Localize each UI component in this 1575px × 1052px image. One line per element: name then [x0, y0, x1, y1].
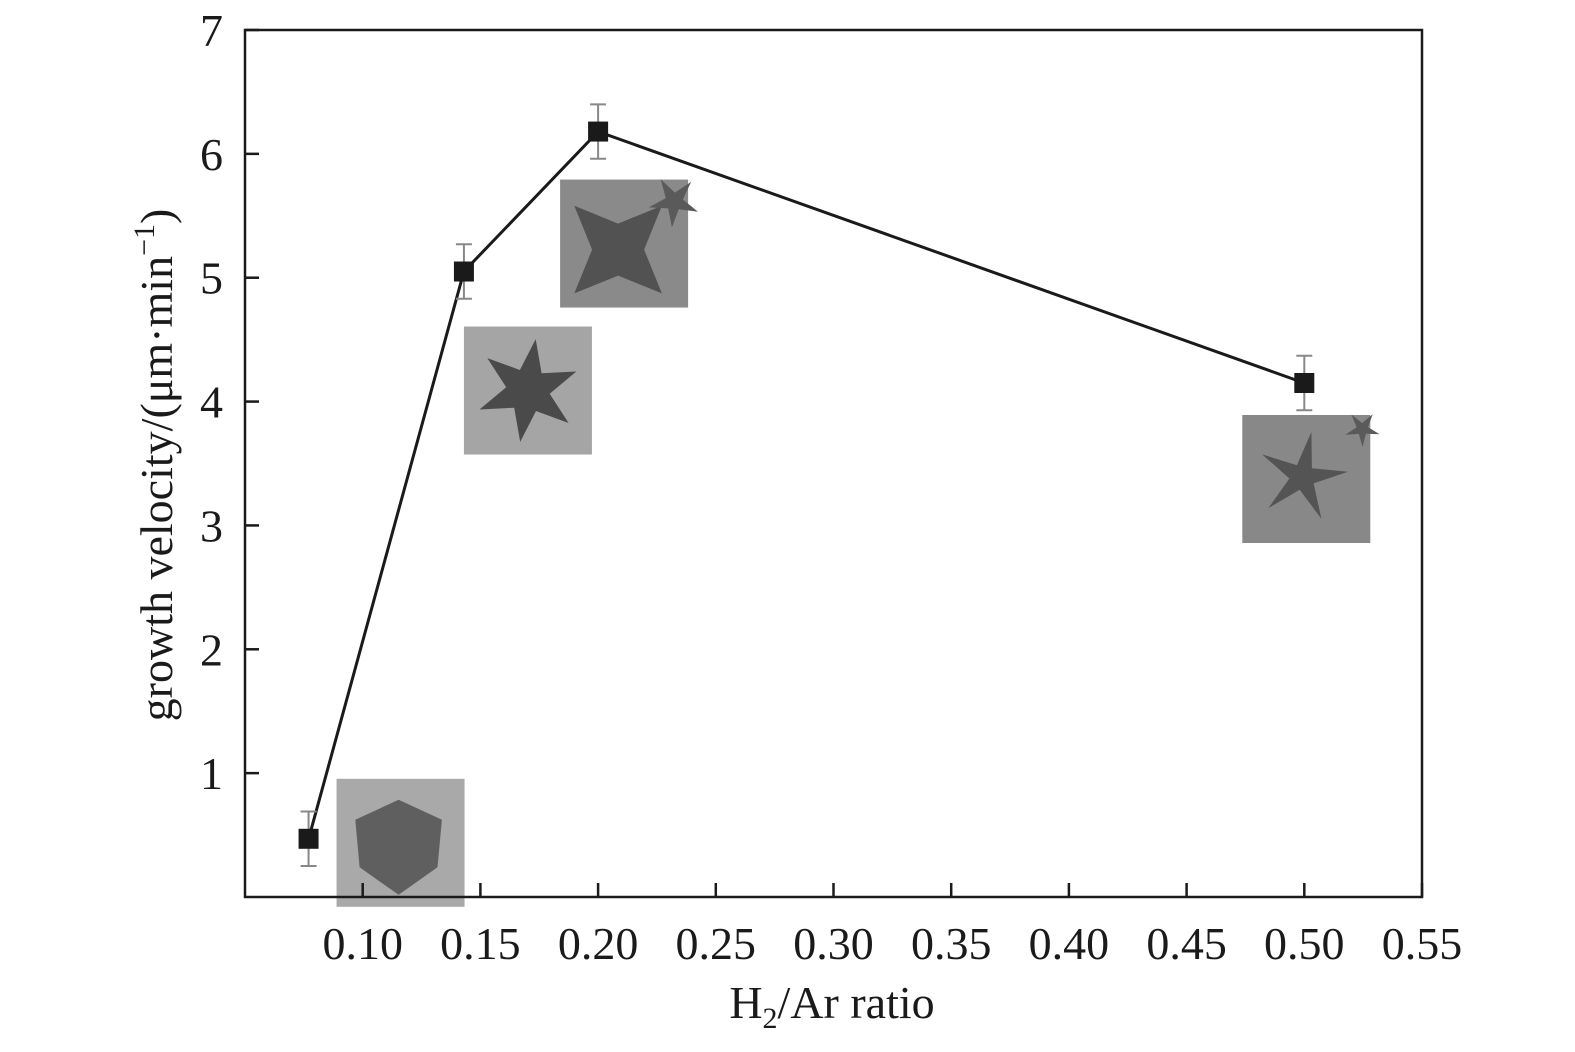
y-tick-label: 5	[200, 253, 223, 304]
neighbor-crystal	[1345, 414, 1380, 447]
x-axis-label: H2/Ar ratio	[729, 977, 934, 1035]
x-tick-label: 0.25	[676, 918, 757, 969]
x-tick-label: 0.45	[1146, 918, 1227, 969]
y-tick-label: 1	[200, 748, 223, 799]
y-tick-label: 2	[200, 624, 223, 675]
inset-micrograph	[336, 778, 465, 907]
x-tick-label: 0.35	[911, 918, 992, 969]
data-point	[588, 121, 609, 142]
y-axis-label-main: growth velocity/(μm·min	[131, 256, 182, 721]
inset-micrograph	[1242, 414, 1380, 543]
y-tick-label: 6	[200, 129, 223, 180]
inset-micrograph	[463, 326, 592, 455]
y-tick-label: 3	[200, 500, 223, 551]
x-tick-label: 0.40	[1029, 918, 1110, 969]
neighbor-crystal	[648, 179, 698, 228]
y-axis-label-close: )	[131, 209, 182, 224]
data-point	[298, 828, 319, 849]
x-tick-label: 0.15	[440, 918, 521, 969]
dendritic-crystal	[1262, 431, 1348, 519]
x-tick-label: 0.20	[558, 918, 639, 969]
y-tick-label: 7	[200, 5, 223, 56]
star-crystal	[479, 339, 577, 442]
inset-images	[336, 179, 1380, 907]
x-tick-label: 0.55	[1382, 918, 1463, 969]
data-point	[453, 261, 474, 282]
series-line	[307, 129, 1305, 840]
x-tick-label: 0.50	[1264, 918, 1345, 969]
series-layer	[298, 103, 1315, 868]
x-tick-label: 0.30	[793, 918, 874, 969]
data-point	[1294, 372, 1315, 393]
x-tick-label: 0.10	[322, 918, 403, 969]
axis-ticks: 0.10 0.15 0.20 0.25 0.30 0.35 0.40 0.45 0.50 0.55…	[200, 5, 1462, 969]
dendritic-crystal	[574, 205, 662, 294]
x-axis-label-subscript: 2	[763, 1002, 778, 1035]
hexagon-crystal	[355, 799, 442, 895]
inset-micrograph	[560, 179, 698, 308]
x-axis-label-rest: /Ar ratio	[778, 977, 935, 1028]
y-tick-label: 4	[200, 377, 223, 428]
y-axis-label: growth velocity/(μm·min−1)	[128, 209, 182, 722]
x-axis-label-main: H	[729, 977, 762, 1028]
y-axis-label-superscript: −1	[128, 224, 161, 256]
